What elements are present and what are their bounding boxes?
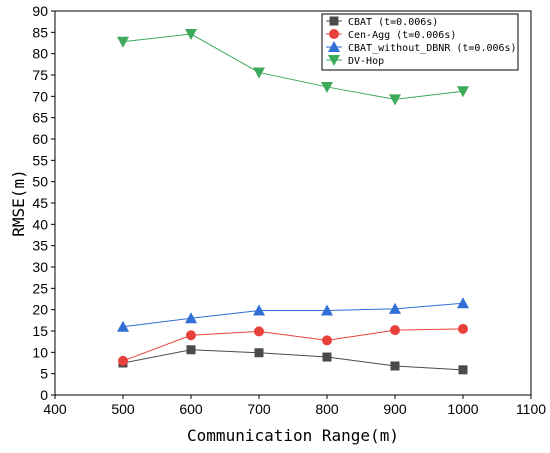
y-axis-title: RMSE(m) — [9, 169, 28, 236]
x-axis: 400 500 600 700 800 900 1000 1100 — [43, 395, 546, 417]
legend-item: CBAT_without_DBNR (t=0.006s) — [326, 41, 517, 54]
legend-label: DV-Hop — [348, 56, 384, 67]
data-point — [322, 352, 332, 362]
data-point — [253, 67, 265, 79]
legend-item: DV-Hop — [326, 55, 384, 67]
y-tick-label: 50 — [32, 174, 48, 190]
series-1 — [118, 345, 468, 375]
data-point — [322, 335, 332, 346]
legend-marker — [329, 29, 339, 39]
legend-marker — [328, 41, 340, 52]
data-point — [118, 355, 128, 366]
data-point — [186, 330, 196, 341]
y-axis: 0 5 10 15 20 25 30 35 40 45 50 55 60 65 70 75 80 85 90 — [32, 3, 55, 403]
legend: CBAT (t=0.006s) Cen-Agg (t=0.006s) CBAT_wi… — [321, 13, 519, 71]
y-tick-label: 20 — [32, 302, 48, 318]
x-tick-label: 1000 — [447, 401, 478, 417]
x-tick-label: 500 — [111, 401, 135, 417]
y-tick-label: 40 — [32, 216, 48, 232]
data-point — [321, 81, 333, 93]
data-point — [186, 345, 196, 355]
data-point — [389, 94, 401, 106]
y-tick-label: 35 — [32, 238, 48, 254]
y-tick-label: 0 — [40, 387, 48, 403]
series-line — [122, 33, 464, 100]
legend-label: Cen-Agg (t=0.006s) — [348, 30, 456, 41]
x-tick-label: 600 — [179, 401, 203, 417]
y-tick-label: 80 — [32, 46, 48, 62]
data-point — [185, 312, 197, 324]
legend-marker — [328, 55, 340, 66]
data-point — [254, 326, 264, 337]
data-point — [254, 348, 264, 358]
y-tick-label: 25 — [32, 280, 48, 296]
y-tick-label: 90 — [32, 3, 48, 19]
x-tick-label: 700 — [247, 401, 271, 417]
x-tick-label: 400 — [43, 401, 67, 417]
legend-box — [321, 13, 519, 71]
y-tick-label: 15 — [32, 323, 48, 339]
series-line — [122, 302, 464, 328]
data-point — [117, 320, 129, 332]
y-tick-label: 5 — [40, 366, 48, 382]
x-tick-label: 800 — [315, 401, 339, 417]
legend-label: CBAT (t=0.006s) — [348, 17, 438, 28]
data-point — [390, 361, 400, 371]
data-point — [390, 325, 400, 336]
x-axis-title: Communication Range(m) — [187, 426, 399, 445]
data-point — [457, 86, 469, 98]
series-2 — [118, 323, 468, 366]
y-tick-label: 10 — [32, 344, 48, 360]
data-point — [389, 302, 401, 314]
y-tick-label: 30 — [32, 259, 48, 275]
legend-item: Cen-Agg (t=0.006s) — [326, 29, 456, 41]
data-point — [457, 297, 469, 309]
series-3 — [117, 297, 469, 332]
legend-marker — [329, 16, 339, 26]
y-tick-label: 55 — [32, 152, 48, 168]
series-layer — [117, 29, 469, 375]
data-point — [117, 36, 129, 48]
y-tick-label: 60 — [32, 131, 48, 147]
y-tick-label: 85 — [32, 24, 48, 40]
y-tick-label: 75 — [32, 67, 48, 83]
x-tick-label: 900 — [383, 401, 407, 417]
data-point — [253, 304, 265, 316]
series-line — [122, 328, 464, 362]
y-tick-label: 65 — [32, 110, 48, 126]
y-tick-label: 45 — [32, 195, 48, 211]
legend-item: CBAT (t=0.006s) — [326, 16, 438, 28]
y-tick-label: 70 — [32, 88, 48, 104]
data-point — [321, 304, 333, 316]
data-point — [458, 365, 468, 375]
legend-label: CBAT_without_DBNR (t=0.006s) — [348, 43, 517, 54]
series-4 — [117, 29, 469, 106]
data-point — [185, 29, 197, 41]
x-tick-label: 1100 — [516, 401, 546, 417]
data-point — [458, 323, 468, 334]
series-line — [122, 349, 464, 371]
